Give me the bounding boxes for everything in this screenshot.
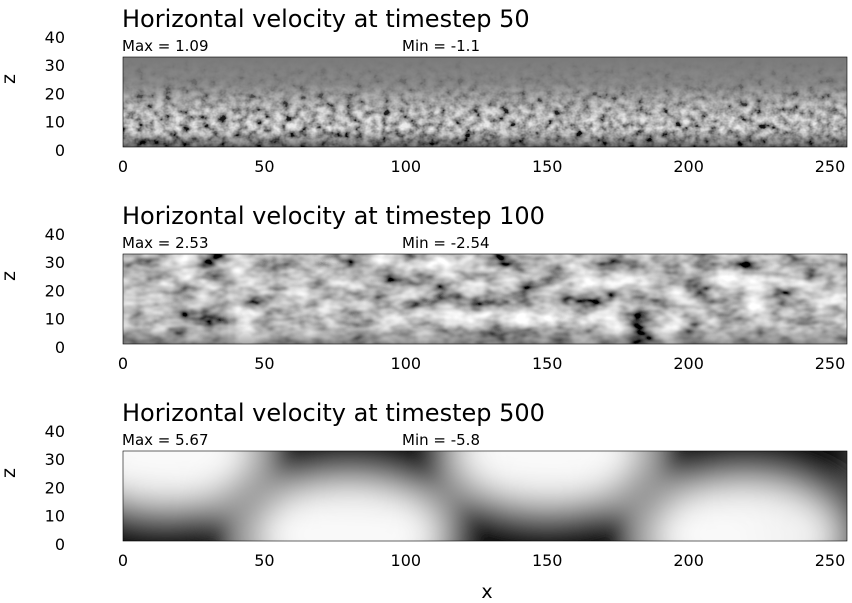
x-tick-label: 150 [532,551,563,570]
x-tick-labels: 0 50 100 150 200 250 [118,354,845,373]
x-tick-label: 0 [118,157,128,176]
panel-3: Horizontal velocity at timestep 500 Max =… [0,399,848,603]
x-tick-labels: 0 50 100 150 200 250 [118,551,845,570]
y-tick-label: 30 [45,253,65,272]
y-tick-label: 0 [55,535,65,554]
y-tick-label: 0 [55,338,65,357]
min-label: Min = -1.1 [402,37,480,55]
heatmap-field [123,57,847,147]
x-tick-label: 50 [254,157,274,176]
x-tick-label: 100 [391,157,422,176]
plot-frame [122,56,848,148]
x-tick-label: 250 [815,354,846,373]
y-tick-label: 40 [45,225,65,244]
y-tick-labels: 0 10 20 30 40 [45,422,65,554]
max-label: Max = 2.53 [122,234,209,252]
panel-1: Horizontal velocity at timestep 50 Max = … [0,5,848,176]
x-axis-label: x [481,581,492,603]
x-tick-labels: 0 50 100 150 200 250 [118,157,845,176]
y-tick-label: 20 [45,84,65,103]
x-tick-label: 100 [391,354,422,373]
y-tick-label: 10 [45,113,65,132]
y-tick-label: 40 [45,28,65,47]
plot-frame [122,253,848,345]
max-label: Max = 1.09 [122,37,209,55]
x-tick-label: 250 [815,551,846,570]
y-tick-label: 0 [55,141,65,160]
x-tick-label: 250 [815,157,846,176]
y-axis-label: z [0,271,20,281]
x-tick-label: 50 [254,354,274,373]
plot-frame [122,450,848,542]
x-tick-label: 100 [391,551,422,570]
y-axis-label: z [0,74,20,84]
panel-title: Horizontal velocity at timestep 50 [122,5,530,33]
y-tick-labels: 0 10 20 30 40 [45,28,65,160]
panel-2: Horizontal velocity at timestep 100 Max =… [0,202,848,373]
x-tick-label: 200 [673,157,704,176]
x-tick-label: 200 [673,354,704,373]
x-tick-label: 150 [532,354,563,373]
y-tick-label: 30 [45,56,65,75]
y-tick-label: 30 [45,450,65,469]
y-tick-label: 40 [45,422,65,441]
x-tick-label: 0 [118,551,128,570]
min-label: Min = -5.8 [402,431,480,449]
x-tick-label: 0 [118,354,128,373]
heatmap-field [123,254,847,344]
heatmap-field [123,451,847,541]
y-tick-label: 10 [45,507,65,526]
x-tick-label: 200 [673,551,704,570]
panel-title: Horizontal velocity at timestep 100 [122,202,545,230]
y-tick-label: 20 [45,281,65,300]
max-label: Max = 5.67 [122,431,209,449]
min-label: Min = -2.54 [402,234,490,252]
panel-title: Horizontal velocity at timestep 500 [122,399,545,427]
y-tick-label: 10 [45,310,65,329]
y-tick-label: 20 [45,478,65,497]
x-tick-label: 50 [254,551,274,570]
y-tick-labels: 0 10 20 30 40 [45,225,65,357]
x-tick-label: 150 [532,157,563,176]
y-axis-label: z [0,468,20,478]
